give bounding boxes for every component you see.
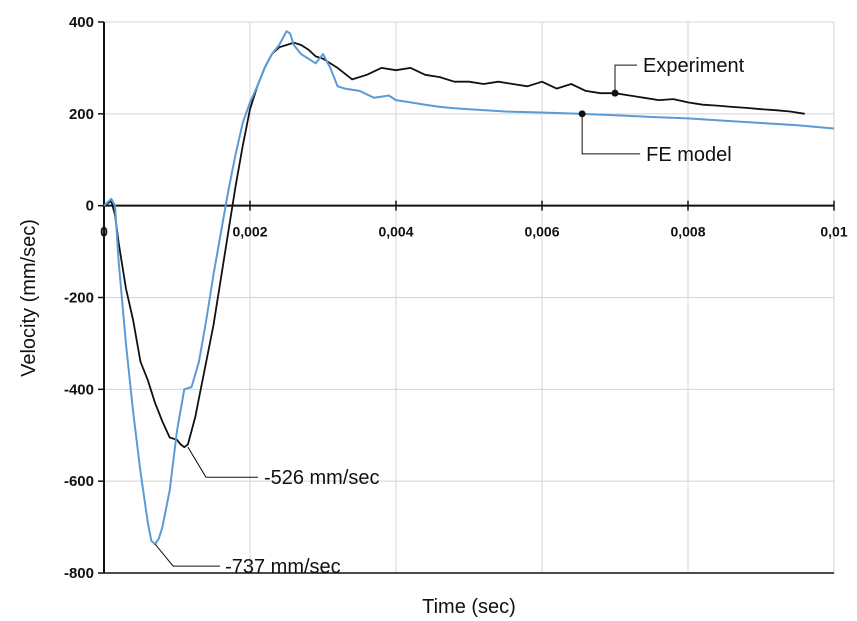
x-tick-label: 0,002 [232,224,267,240]
series-line-experiment [103,41,805,449]
legend-experiment-leader [614,64,637,94]
x-tick-label: 0,006 [524,224,559,240]
min-fe-leader [154,543,221,567]
x-axis-label: Time (sec) [422,596,516,618]
x-tick-label: 0 [100,224,108,240]
legend-fe-model-leader [581,113,641,155]
series-lines [103,30,835,546]
min-experiment-leader [187,446,258,478]
legend-fe-model-label: FE model [646,144,732,166]
y-tick-label: -800 [64,565,94,582]
tick-labels: -800 -600 -400 -200 0 200 400 0 0,002 0,004 0,006 0… [64,14,848,582]
y-tick-label: -400 [64,381,94,398]
y-axis-label: Velocity (mm/sec) [18,219,40,377]
y-tick-label: -600 [64,473,94,490]
legend-experiment-label: Experiment [643,55,745,77]
y-tick-label: -200 [64,290,94,307]
min-fe-label: -737 mm/sec [225,556,341,578]
legend-experiment-marker [611,89,619,97]
x-tick-label: 0,01 [820,224,847,240]
grid-lines [104,21,835,574]
legend-fe-model-marker [578,110,586,118]
y-tick-label: 400 [69,14,94,31]
x-tick-label: 0,008 [670,224,705,240]
y-tick-label: 200 [69,106,94,123]
annotations: Experiment FE model -526 mm/sec -737 mm/sec [154,55,745,578]
series-line-fe-model [103,30,835,546]
min-experiment-label: -526 mm/sec [264,467,380,489]
y-tick-label: 0 [86,198,94,215]
x-tick-label: 0,004 [378,224,413,240]
